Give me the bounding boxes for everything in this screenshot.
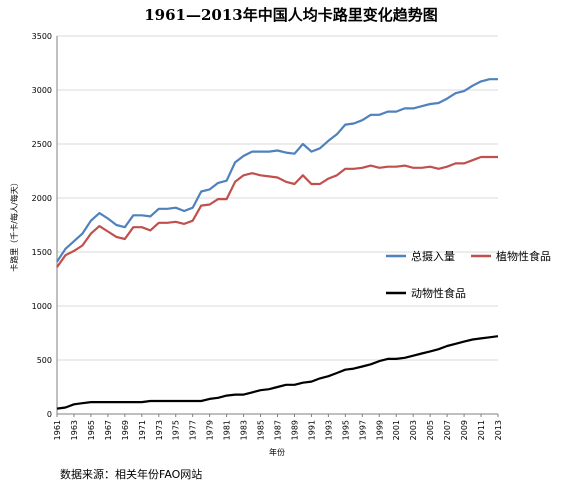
legend-label-2: 植物性食品 <box>496 249 551 263</box>
y-tick-label: 3500 <box>32 32 52 41</box>
series-line-1 <box>56 78 498 263</box>
x-axis-label: 年份 <box>269 447 285 457</box>
series-lines <box>56 78 499 410</box>
y-tick-label: 500 <box>37 356 52 365</box>
x-tick-label: 1985 <box>257 420 266 440</box>
x-tick-label: 1977 <box>189 420 198 440</box>
x-tick-label: 1975 <box>172 420 181 440</box>
x-tick-label: 2001 <box>392 420 401 440</box>
x-tick-label: 2005 <box>426 420 435 440</box>
x-tick-label: 1989 <box>290 420 299 440</box>
x-tick-label: 1971 <box>138 420 147 440</box>
x-tick-label: 2009 <box>460 420 469 440</box>
y-tick-label: 3000 <box>32 86 52 95</box>
x-tick-label: 1961 <box>53 420 62 440</box>
x-tick-label: 2007 <box>443 420 452 440</box>
x-tick-label: 1991 <box>307 420 316 440</box>
x-tick-label: 1981 <box>223 420 232 440</box>
x-tick-label: 1995 <box>341 420 350 440</box>
x-tick-label: 1997 <box>358 420 367 440</box>
series-line-2 <box>56 155 498 268</box>
y-tick-label: 2000 <box>32 194 52 203</box>
y-axis-label: 卡路里（千卡/每人/每天） <box>9 178 19 271</box>
x-tick-label: 2003 <box>409 420 418 440</box>
x-tick-label: 1969 <box>121 420 130 440</box>
x-tick-label: 1999 <box>375 420 384 440</box>
x-tick-label: 1973 <box>155 420 164 440</box>
x-tick-label: 1967 <box>104 420 113 440</box>
y-tick-label: 1000 <box>32 302 52 311</box>
x-axis-ticks: 1961 1963 1965 1967 1969 1971 1973 1975 1977 1979… <box>53 414 503 440</box>
y-tick-label: 1500 <box>32 248 52 257</box>
x-tick-label: 1965 <box>87 420 96 440</box>
x-tick-label: 1979 <box>206 420 215 440</box>
x-tick-label: 2011 <box>477 420 486 440</box>
x-tick-label: 1987 <box>274 420 283 440</box>
x-tick-label: 1993 <box>324 420 333 440</box>
chart-title: 1961—2013年中国人均卡路里变化趋势图 <box>144 6 438 24</box>
series-line-3 <box>56 335 499 410</box>
x-tick-label: 2013 <box>494 420 503 440</box>
y-axis-ticks: 0 500 1000 1500 2000 2500 3000 3500 <box>32 32 52 419</box>
y-tick-label: 2500 <box>32 140 52 149</box>
legend-label-1: 总摄入量 <box>411 249 455 263</box>
x-tick-label: 1983 <box>240 420 249 440</box>
y-tick-label: 0 <box>47 410 52 419</box>
gridlines <box>57 35 498 361</box>
x-tick-label: 1963 <box>70 420 79 440</box>
legend-label-3: 动物性食品 <box>411 286 466 300</box>
source-note: 数据来源：相关年份FAO网站 <box>60 467 202 481</box>
